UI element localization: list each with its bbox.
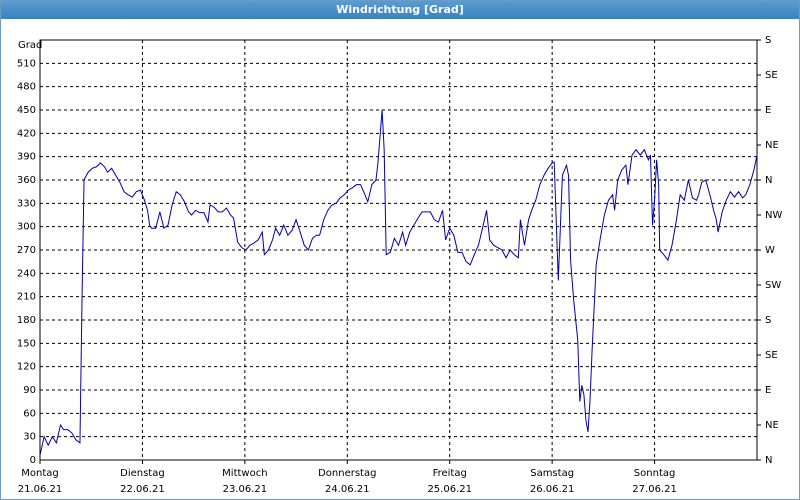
y2-tick-label: NE bbox=[765, 420, 779, 431]
x-tick-date: 24.06.21 bbox=[325, 484, 370, 495]
y2-tick-label: SE bbox=[765, 350, 778, 361]
y-tick-label: 240 bbox=[17, 268, 36, 279]
y-tick-label: 450 bbox=[17, 105, 36, 116]
y2-tick-label: E bbox=[765, 385, 771, 396]
x-tick-date: 25.06.21 bbox=[427, 484, 472, 495]
x-tick-label: Dienstag bbox=[120, 468, 165, 479]
y2-tick-label: N bbox=[765, 175, 772, 186]
y2-tick-label: S bbox=[765, 35, 771, 46]
x-tick-date: 23.06.21 bbox=[223, 484, 268, 495]
y-tick-label: 300 bbox=[17, 222, 36, 233]
x-tick-date: 26.06.21 bbox=[530, 484, 575, 495]
y2-tick-label: SE bbox=[765, 70, 778, 81]
x-tick-label: Donnerstag bbox=[318, 468, 376, 479]
x-tick-label: Sonntag bbox=[634, 468, 676, 479]
y-tick-label: 360 bbox=[17, 175, 36, 186]
x-tick-label: Samstag bbox=[530, 468, 574, 479]
y-tick-label: 150 bbox=[17, 338, 36, 349]
x-tick-label: Montag bbox=[21, 468, 58, 479]
y2-tick-label: N bbox=[765, 455, 772, 466]
data-line bbox=[39, 109, 758, 456]
y-tick-label: 390 bbox=[17, 152, 36, 163]
y-tick-label: 60 bbox=[23, 408, 36, 419]
y-tick-label: 210 bbox=[17, 292, 36, 303]
y2-tick-label: SW bbox=[765, 280, 781, 291]
y2-tick-label: S bbox=[765, 315, 771, 326]
x-tick-date: 27.06.21 bbox=[632, 484, 677, 495]
x-tick-label: Freitag bbox=[433, 468, 467, 479]
chart-title: Windrichtung [Grad] bbox=[1, 1, 799, 19]
y-tick-label: 120 bbox=[17, 362, 36, 373]
y2-tick-label: NE bbox=[765, 140, 779, 151]
x-tick-date: 22.06.21 bbox=[120, 484, 165, 495]
y2-tick-label: NW bbox=[765, 210, 782, 221]
y-tick-label: 480 bbox=[17, 82, 36, 93]
y-tick-label: 30 bbox=[23, 432, 36, 443]
y-tick-label: 270 bbox=[17, 245, 36, 256]
y-tick-label: 0 bbox=[30, 455, 36, 466]
x-tick-label: Mittwoch bbox=[222, 468, 267, 479]
plot-frame bbox=[39, 39, 758, 461]
y-tick-label: 420 bbox=[17, 128, 36, 139]
y-tick-label: 330 bbox=[17, 198, 36, 209]
x-tick-date: 21.06.21 bbox=[18, 484, 63, 495]
y-tick-label: 90 bbox=[23, 385, 36, 396]
y-tick-label: 180 bbox=[17, 315, 36, 326]
y-tick-label: 510 bbox=[17, 58, 36, 69]
y2-tick-label: E bbox=[765, 105, 771, 116]
y-axis-label: Grad bbox=[18, 40, 42, 51]
y2-tick-label: W bbox=[765, 245, 775, 256]
